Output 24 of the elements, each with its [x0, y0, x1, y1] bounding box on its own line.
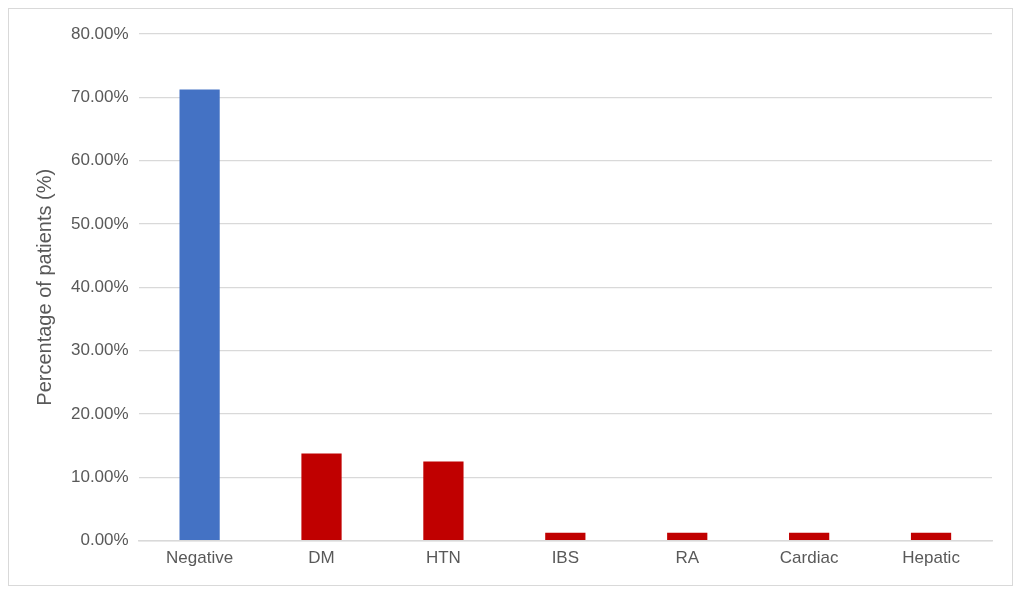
- y-axis-title: Percentage of patients (%): [32, 168, 55, 406]
- y-tick-label: 80.00%: [70, 23, 129, 43]
- x-tick-label: Cardiac: [779, 548, 839, 568]
- y-tick-label: 40.00%: [70, 276, 129, 296]
- y-tick-label: 30.00%: [70, 340, 129, 360]
- y-tick-label: 60.00%: [70, 150, 129, 170]
- bar: [423, 461, 464, 540]
- y-tick-label: 20.00%: [70, 403, 129, 423]
- x-tick-label: HTN: [425, 548, 461, 568]
- bar: [301, 453, 342, 540]
- y-tick-label: 50.00%: [70, 213, 129, 233]
- bar: [910, 532, 952, 540]
- bar: [179, 89, 220, 540]
- x-tick-label: IBS: [551, 548, 580, 568]
- x-tick-label: Negative: [166, 548, 234, 568]
- y-tick-label: 70.00%: [70, 87, 129, 107]
- x-tick-label: Hepatic: [902, 548, 961, 568]
- y-tick-label: 10.00%: [70, 466, 129, 486]
- y-tick-label: 0.00%: [80, 530, 129, 550]
- bar: [545, 532, 586, 540]
- bar: [667, 532, 708, 540]
- x-tick-label: DM: [308, 548, 335, 568]
- bar: [789, 532, 830, 540]
- x-tick-label: RA: [675, 548, 700, 568]
